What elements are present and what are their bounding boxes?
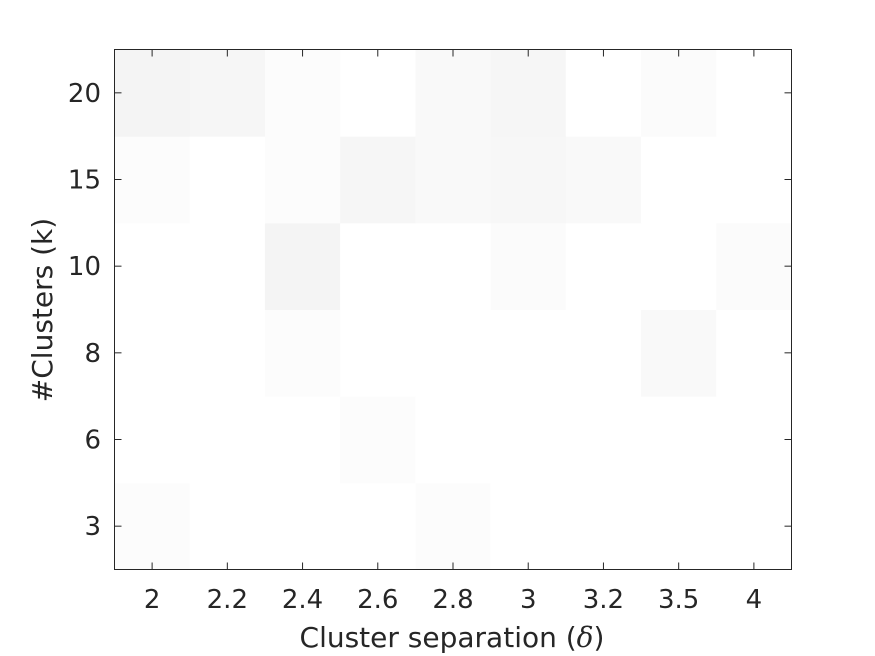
heatmap-cell [490, 396, 567, 484]
heatmap-cell [340, 49, 416, 137]
heatmap-cell [641, 136, 717, 224]
x-tick-label: 4 [746, 585, 763, 615]
x-tick-label: 3 [520, 585, 537, 615]
heatmap-cell [114, 222, 191, 310]
heatmap-cell [264, 482, 341, 570]
x-axis-label: Cluster separation (δ) [300, 621, 605, 654]
heatmap-cell [565, 222, 642, 310]
y-tick-label: 6 [84, 426, 101, 456]
heatmap-cell [189, 136, 266, 224]
heatmap-cell [264, 49, 341, 137]
heatmap-cell [264, 309, 341, 397]
heatmap-cell [565, 309, 642, 397]
heatmap-cell [641, 309, 717, 397]
x-tick-label: 2.6 [357, 585, 398, 615]
heatmap-cell [565, 396, 642, 484]
heatmap-cell [114, 49, 191, 137]
heatmap-cell [716, 136, 792, 224]
y-tick-label: 8 [84, 339, 101, 369]
heatmap-cell [189, 49, 266, 137]
axis-ticks [114, 49, 792, 570]
x-axis-label-symbol: δ [577, 621, 594, 654]
heatmap-cell [340, 482, 416, 570]
heatmap-cell [415, 222, 492, 310]
heatmap-cell [716, 222, 792, 310]
y-tick-labels: 3 6 8 10 15 20 [68, 79, 101, 542]
heatmap-cell [189, 396, 266, 484]
heatmap-cell [716, 49, 792, 137]
heatmap-cell [415, 482, 492, 570]
heatmap-cell [490, 482, 567, 570]
heatmap-cell [716, 396, 792, 484]
heatmap-cells [114, 49, 792, 570]
heatmap-cell [415, 136, 492, 224]
heatmap-cell [415, 396, 492, 484]
heatmap-cell [114, 136, 191, 224]
x-tick-label: 2.4 [282, 585, 323, 615]
heatmap-cell [114, 309, 191, 397]
x-tick-label: 2.8 [432, 585, 473, 615]
heatmap-cell [565, 49, 642, 137]
x-tick-label: 3.2 [583, 585, 624, 615]
x-tick-labels: 2 2.2 2.4 2.6 2.8 3 3.2 3.5 4 [144, 585, 762, 615]
heatmap-cell [340, 396, 416, 484]
heatmap-cell [490, 222, 567, 310]
heatmap-cell [189, 482, 266, 570]
heatmap-cell [415, 309, 492, 397]
heatmap-cell [641, 49, 717, 137]
x-tick-label: 2 [144, 585, 161, 615]
heatmap-cell [716, 482, 792, 570]
heatmap-cell [264, 136, 341, 224]
heatmap-cell [565, 136, 642, 224]
heatmap-cell [415, 49, 492, 137]
heatmap-cell [716, 309, 792, 397]
heatmap-cell [114, 396, 191, 484]
heatmap-cell [641, 222, 717, 310]
heatmap-cell [189, 309, 266, 397]
y-tick-label: 3 [84, 512, 101, 542]
heatmap-cell [264, 396, 341, 484]
heatmap-cell [264, 222, 341, 310]
heatmap-cell [340, 222, 416, 310]
y-tick-label: 15 [68, 166, 101, 196]
x-axis-label-suffix: ) [594, 621, 605, 654]
heatmap-cell [114, 482, 191, 570]
y-tick-label: 20 [68, 79, 101, 109]
heatmap-cell [490, 309, 567, 397]
x-tick-label: 3.5 [658, 585, 699, 615]
x-axis-label-prefix: Cluster separation ( [300, 621, 577, 654]
heatmap-cell [641, 396, 717, 484]
heatmap-cell [340, 309, 416, 397]
heatmap-cell [340, 136, 416, 224]
heatmap-cell [189, 222, 266, 310]
heatmap-cell [641, 482, 717, 570]
y-axis-label: #Clusters (k) [26, 218, 59, 402]
y-tick-label: 10 [68, 252, 101, 282]
heatmap-cell [490, 49, 567, 137]
heatmap-cell [490, 136, 567, 224]
heatmap-cell [565, 482, 642, 570]
x-tick-label: 2.2 [207, 585, 248, 615]
